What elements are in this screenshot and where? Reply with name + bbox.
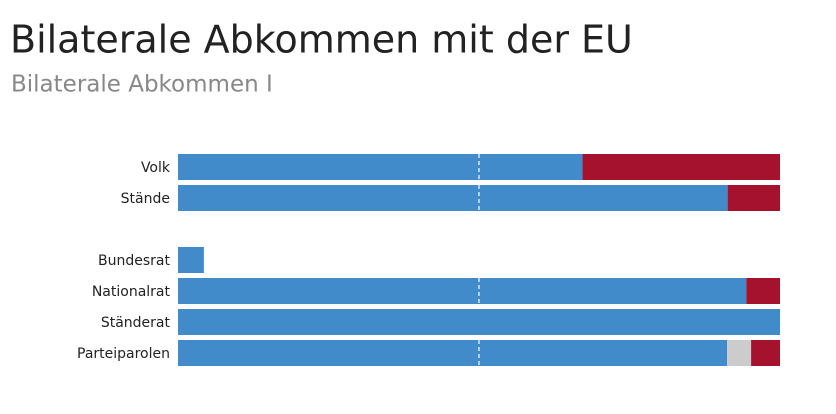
bar-segment [178,309,780,335]
chart-title: Bilaterale Abkommen mit der EU [10,18,633,62]
category-label: Ständerat [101,315,171,331]
bar-segment [178,247,204,273]
bar-segment [751,340,780,366]
bar-segment [178,185,728,211]
bar-segment [727,340,752,366]
bar-segment [178,154,583,180]
bar-segment [178,278,747,304]
category-label: Nationalrat [92,284,171,300]
category-label: Stände [121,191,170,207]
bar-segment [178,340,728,366]
category-label: Volk [141,160,171,176]
bar-segment [746,278,780,304]
chart-subtitle: Bilaterale Abkommen I [11,72,273,98]
bar-segment [582,154,780,180]
bar-segment [727,185,780,211]
category-label: Bundesrat [98,253,170,269]
category-label: Parteiparolen [77,346,170,362]
